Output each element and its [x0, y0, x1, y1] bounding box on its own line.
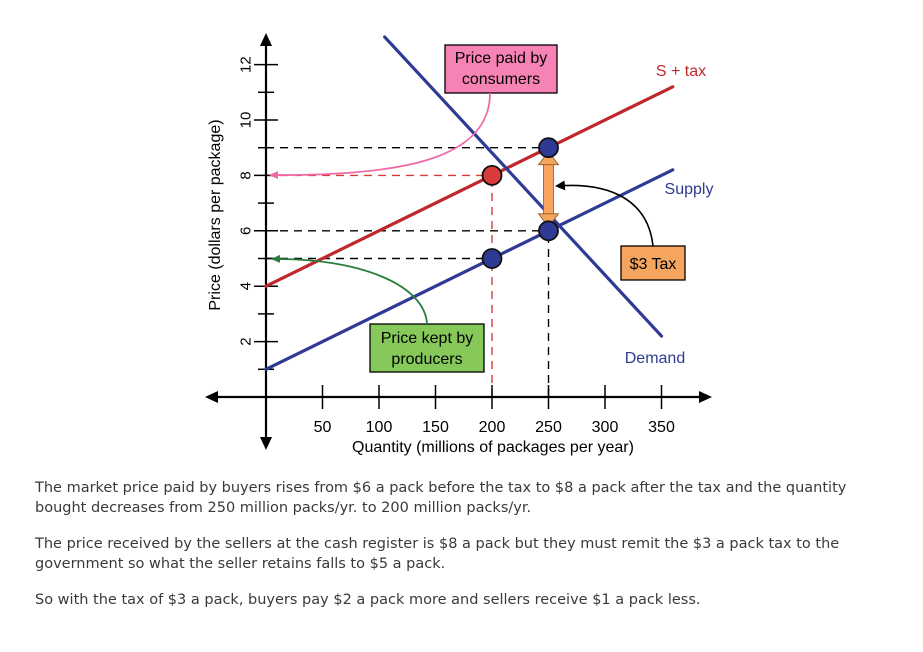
demand-label: Demand — [625, 350, 685, 367]
x-tick-label-250: 250 — [535, 419, 562, 436]
consumers-box — [444, 44, 558, 94]
y-axis-top-arrow — [260, 33, 272, 46]
consumers-box-line1: Price paid by — [455, 50, 548, 67]
paragraph-seller-price: The price received by the sellers at the… — [35, 536, 840, 572]
x-tick-label-150: 150 — [422, 419, 449, 436]
tax-arrow-shaft — [543, 163, 554, 216]
reference-lines — [266, 146, 550, 397]
producers-box-line2: producers — [391, 351, 462, 368]
consumers-pointer-arrow — [269, 92, 491, 180]
points — [481, 137, 559, 269]
producers-box-line1: Price kept by — [381, 330, 473, 347]
explanation-text: The market price paid by buyers rises fr… — [35, 478, 895, 626]
y-tick-label-4: 4 — [238, 282, 255, 290]
y-axis-label: Price (dollars per package) — [207, 119, 224, 310]
y-tick-label-12: 12 — [238, 56, 255, 73]
y-tick-label-2: 2 — [238, 337, 255, 345]
consumers-box-line2: consumers — [462, 71, 540, 88]
x-tick-label-50: 50 — [314, 419, 332, 436]
tax-pointer-arrow — [555, 180, 654, 247]
x-axis-right-arrow — [699, 391, 712, 403]
tax-box-label: $3 Tax — [630, 256, 677, 273]
supply-label: Supply — [665, 181, 714, 198]
y-tick-label-8: 8 — [238, 171, 255, 179]
tax-incidence-chart: 2 4 6 8 10 12 50 100 150 200 250 300 350 Quantity (mi… — [205, 33, 714, 456]
data-point-q200-p8 — [481, 164, 503, 186]
y-tick-label-6: 6 — [238, 227, 255, 235]
x-tick-label-350: 350 — [648, 419, 675, 436]
tax-box — [620, 245, 686, 281]
x-tick-label-200: 200 — [479, 419, 506, 436]
axes: 2 4 6 8 10 12 50 100 150 200 250 300 350 Quantity (mi… — [205, 33, 712, 456]
x-tick-label-300: 300 — [592, 419, 619, 436]
x-axis-label: Quantity (millions of packages per year) — [352, 439, 634, 456]
annotations: S + tax Supply Demand Price paid by consumer… — [269, 44, 714, 373]
data-point-q250-p6 — [538, 220, 559, 242]
series-line-demand — [383, 35, 664, 338]
tax-arrow-head-up — [537, 151, 560, 166]
paragraph-summary: So with the tax of $3 a pack, buyers pay… — [35, 592, 701, 608]
chart-svg: 2 4 6 8 10 12 50 100 150 200 250 300 350 Quantity (mi… — [205, 33, 714, 456]
data-point-q250-p9 — [538, 137, 559, 159]
producers-box — [369, 323, 485, 373]
x-axis-left-arrow — [205, 391, 218, 403]
series-line-supply — [264, 168, 675, 371]
series-line-s-tax — [264, 85, 675, 288]
data-point-q200-p5 — [481, 248, 503, 269]
tax-arrow-head-down — [537, 213, 560, 228]
paragraph-buyer-price: The market price paid by buyers rises fr… — [35, 480, 847, 516]
x-tick-label-100: 100 — [366, 419, 393, 436]
y-tick-label-10: 10 — [238, 112, 255, 129]
s-tax-label: S + tax — [656, 63, 706, 80]
series-lines — [264, 35, 675, 371]
y-axis-bottom-arrow — [260, 437, 272, 450]
producers-pointer-arrow — [271, 254, 428, 325]
